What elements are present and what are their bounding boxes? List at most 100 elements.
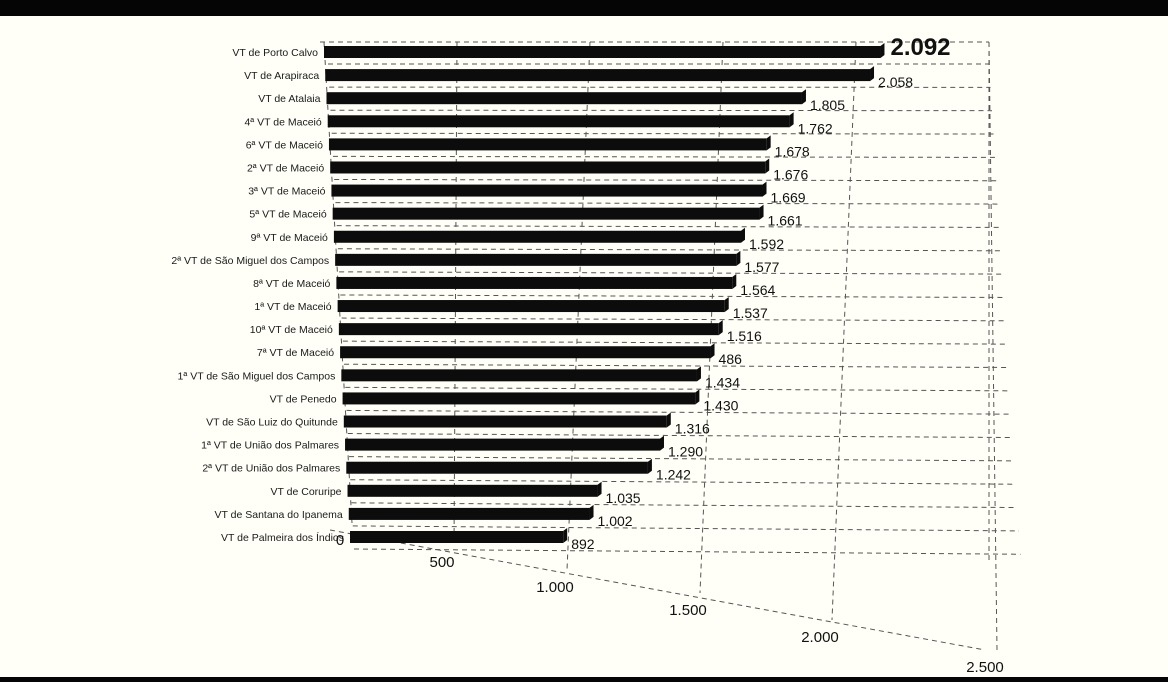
value-label: 1.678	[775, 143, 810, 159]
value-label: 1.537	[733, 305, 768, 321]
category-label: 6ª VT de Maceió	[246, 139, 323, 151]
bar-depth	[762, 181, 767, 197]
category-label: 2ª VT de União dos Palmares	[202, 463, 340, 475]
bar	[326, 92, 802, 105]
bar-depth	[766, 135, 771, 151]
category-label: VT de Santana do Ipanema	[215, 509, 343, 521]
category-labels: VT de Porto Calvo VT de Arapiraca VT de At…	[171, 47, 344, 544]
bar	[335, 253, 737, 266]
grid-line-row	[344, 363, 1009, 368]
grid-line-vertical	[831, 41, 857, 621]
bar	[330, 161, 766, 174]
bar-depth	[801, 89, 806, 105]
x-tick-label: 0	[336, 532, 344, 549]
bar-depth	[647, 458, 652, 474]
bar	[328, 138, 767, 151]
grid-line-row	[345, 386, 1011, 392]
grid-line-row	[331, 132, 994, 135]
top-border-strip	[0, 0, 1168, 16]
bar-depth	[765, 158, 770, 174]
grid-line-row	[342, 340, 1008, 345]
category-label: 8ª VT de Maceió	[253, 278, 330, 290]
category-label: VT de Palmeira dos Índios	[221, 531, 344, 544]
bar	[342, 392, 696, 405]
bottom-border-strip	[0, 677, 1168, 682]
value-label: 2.092	[890, 34, 950, 61]
bar-depth	[741, 227, 746, 243]
grid-line-row	[335, 202, 999, 205]
x-tick-label: 2.000	[801, 629, 839, 646]
x-tick-label: 2.500	[966, 659, 1004, 676]
grid-line-row	[352, 525, 1020, 532]
bar	[327, 115, 790, 128]
bar-depth	[736, 250, 741, 266]
bar	[325, 69, 871, 82]
bar	[345, 438, 660, 451]
value-label: 1.242	[656, 467, 691, 483]
grid-line-row	[336, 225, 1000, 228]
grid-line-row	[334, 178, 997, 182]
value-label: 1.592	[749, 236, 784, 252]
category-label: VT de São Luiz do Quitunde	[206, 417, 338, 429]
category-label: 2ª VT de Maceió	[247, 162, 324, 174]
value-label: 1.430	[703, 397, 738, 413]
category-label: 4ª VT de Maceió	[244, 116, 321, 128]
value-label: 1.002	[598, 513, 633, 529]
category-label: VT de Penedo	[270, 393, 337, 405]
grid-layer	[320, 41, 1021, 651]
x-tick-label: 500	[429, 554, 454, 571]
bar-depth	[759, 204, 764, 220]
bar	[346, 461, 648, 474]
grid-line-vertical	[988, 41, 998, 651]
category-label: VT de Coruripe	[271, 486, 342, 498]
value-label: 1.516	[727, 328, 762, 344]
category-label: 3ª VT de Maceió	[248, 186, 325, 198]
bar-depth	[789, 112, 794, 128]
category-label: 9ª VT de Maceió	[251, 232, 328, 244]
value-label: 1.805	[810, 97, 845, 113]
x-axis-tick-labels: 0 500 1.000 1.500 2.000 2.500	[336, 532, 1004, 676]
value-label: 2.058	[878, 74, 913, 90]
value-label: 1.035	[606, 490, 641, 506]
bar-depth	[724, 297, 729, 313]
grid-line-row	[353, 548, 1021, 555]
bar-depth	[718, 320, 723, 336]
bar	[341, 369, 697, 382]
bar	[347, 484, 598, 497]
grid-line-row	[349, 456, 1015, 462]
bars-layer	[324, 43, 885, 543]
grid-line-row	[340, 294, 1005, 298]
x-tick-label: 1.000	[536, 579, 574, 596]
bar	[331, 184, 763, 197]
grid-line-row	[330, 109, 993, 112]
bar	[350, 531, 564, 543]
bar	[333, 230, 742, 243]
category-label: 1ª VT de Maceió	[254, 301, 331, 313]
category-label: 1ª VT de União dos Palmares	[201, 440, 339, 452]
bar-depth	[870, 66, 875, 82]
value-label: 1.676	[773, 166, 808, 182]
category-label: VT de Atalaia	[258, 93, 320, 105]
value-label: 1.564	[740, 282, 775, 298]
bar-depth	[732, 273, 737, 289]
grid-line-row	[351, 502, 1018, 509]
grid-line-row	[350, 479, 1017, 485]
grid-line-row	[341, 317, 1006, 322]
floor-edge	[329, 529, 986, 651]
grid-line-vertical	[699, 41, 724, 594]
bar	[337, 300, 725, 313]
grid-line-row	[346, 409, 1012, 415]
category-label: VT de Arapiraca	[244, 70, 319, 82]
value-label: 486	[719, 351, 743, 367]
value-label: 1.577	[744, 259, 779, 275]
bar-depth	[597, 481, 602, 497]
bar	[340, 346, 711, 359]
grid-line-row	[347, 433, 1014, 439]
value-label: 1.434	[705, 374, 740, 390]
value-label: 1.316	[675, 421, 710, 437]
bar-depth	[563, 528, 568, 543]
category-label: 2ª VT de São Miguel dos Campos	[171, 255, 329, 267]
value-label: 1.762	[798, 120, 833, 136]
value-label: 1.290	[668, 444, 703, 460]
